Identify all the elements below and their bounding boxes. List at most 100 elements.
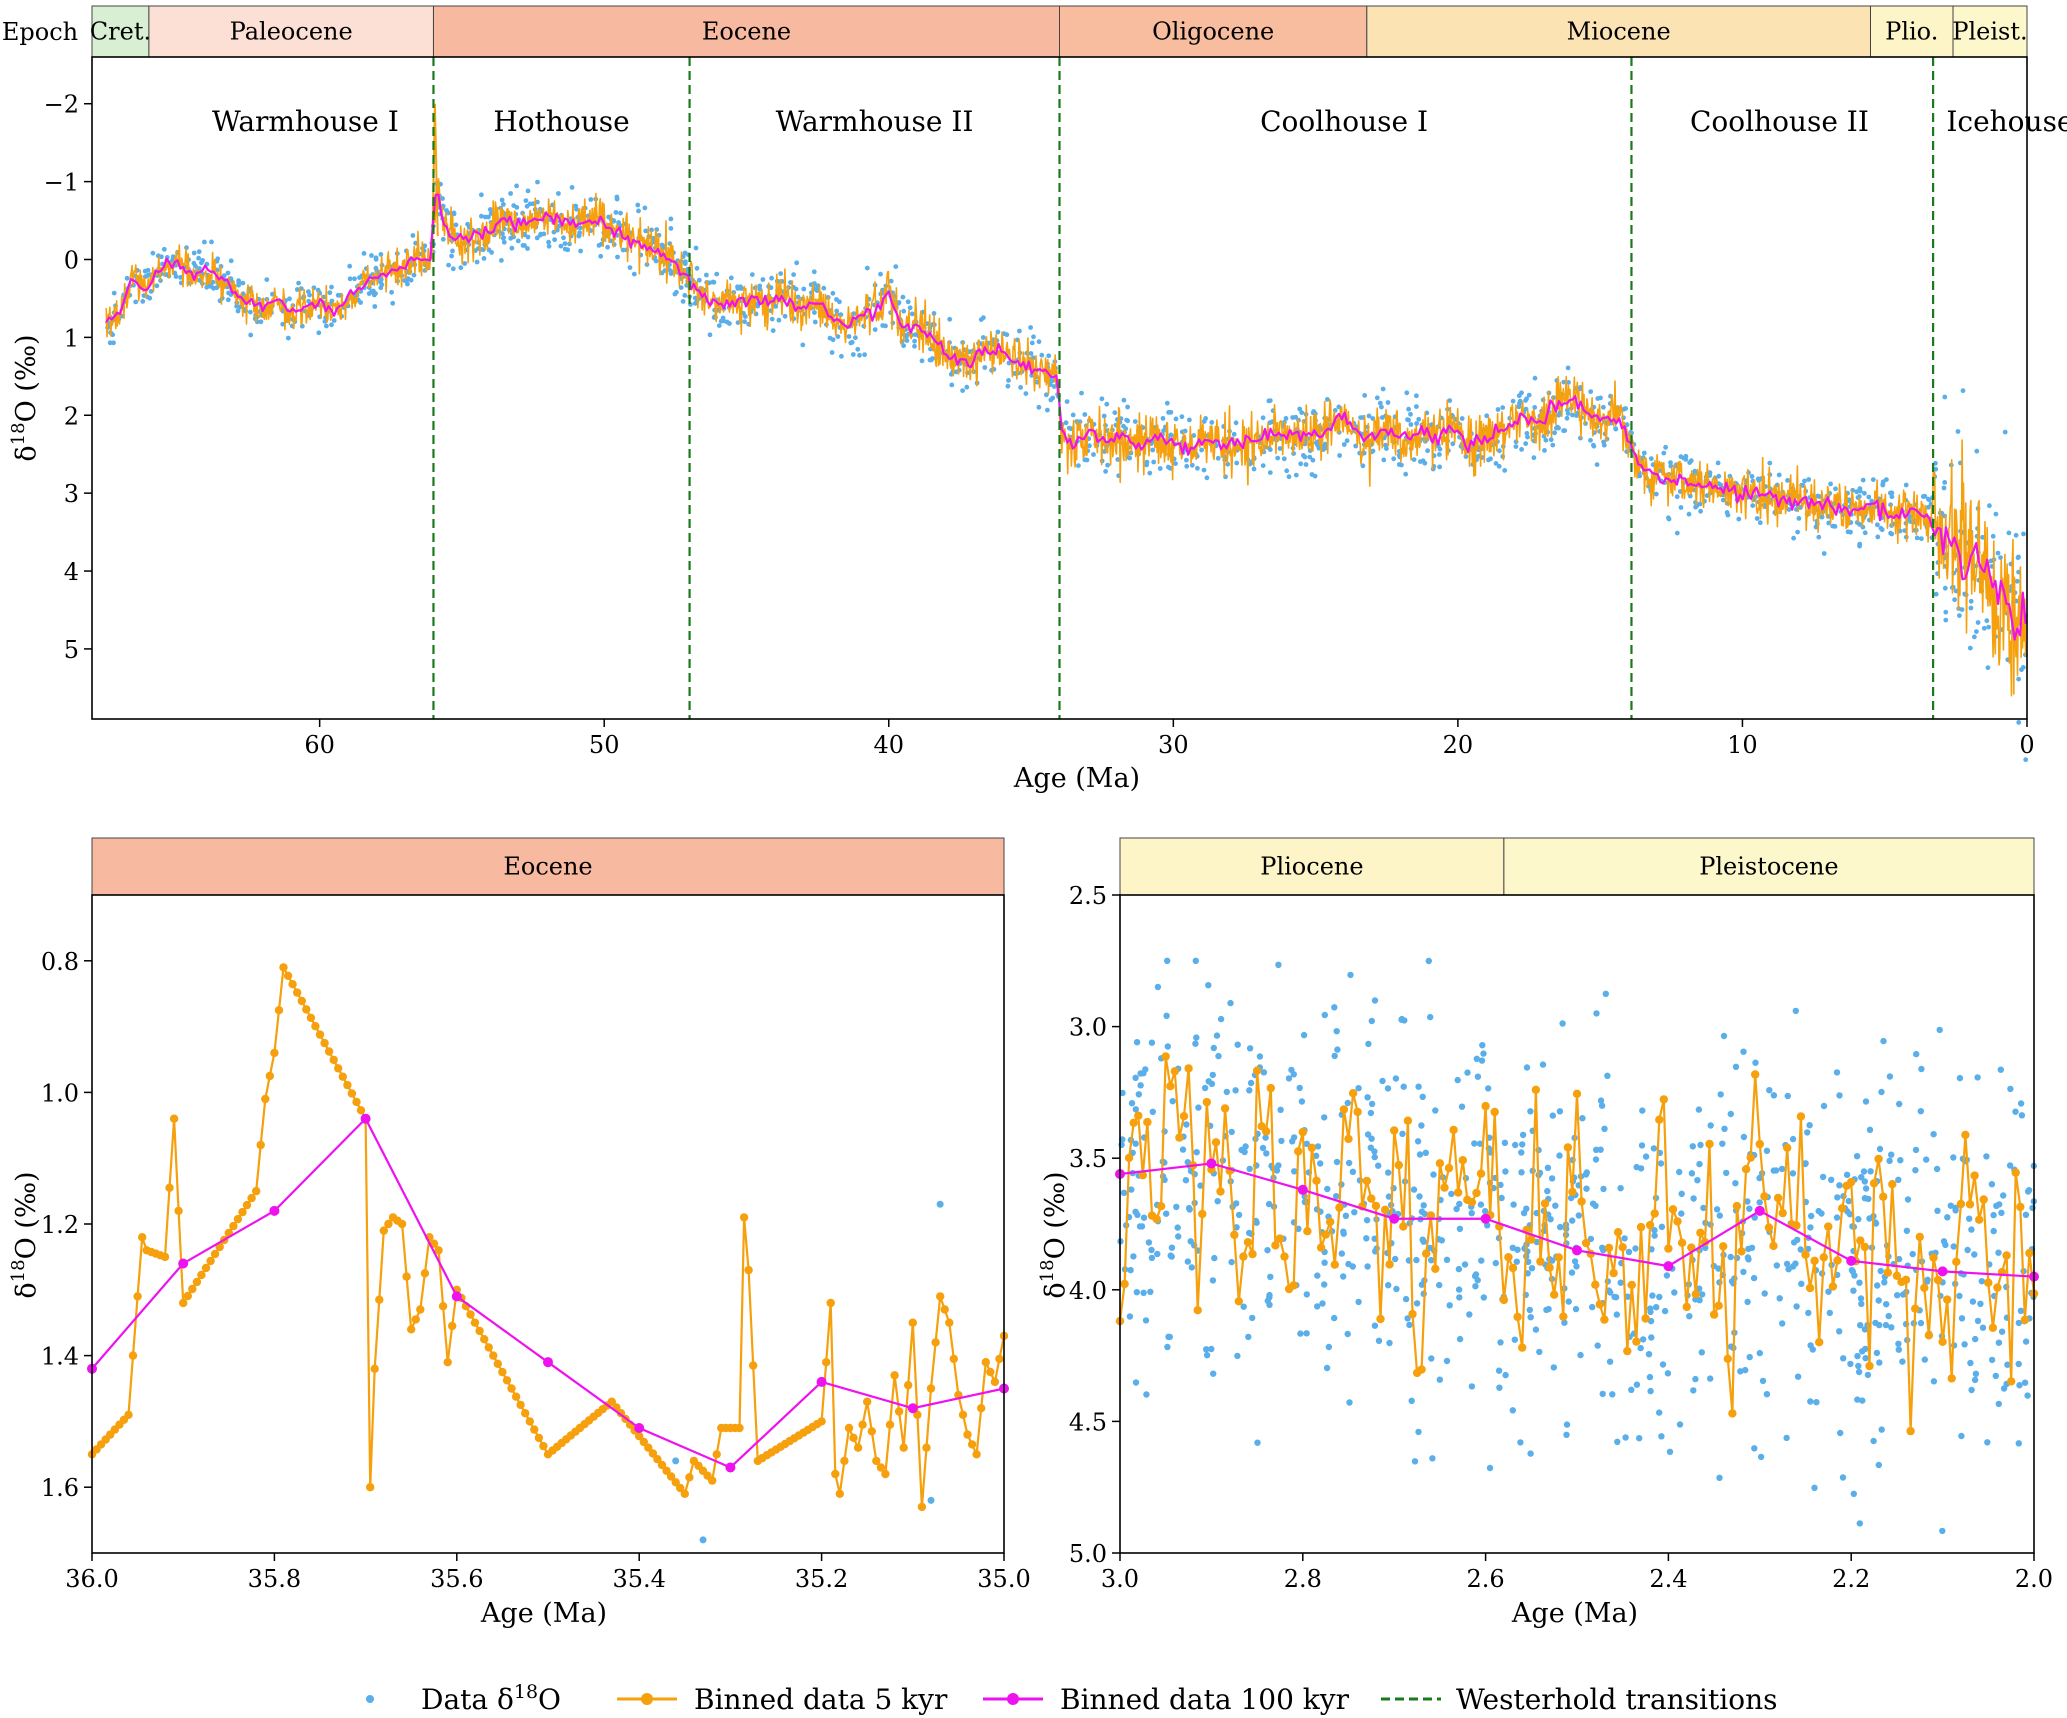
data-point [1381,457,1387,463]
ylabel-base: δ [1040,1282,1071,1298]
data-point [749,272,755,277]
data-point [2006,1162,2014,1169]
data-point [322,319,328,324]
data-point [1299,410,1305,415]
data-point [1148,1039,1156,1046]
binned-5kyr-marker [261,1094,270,1104]
binned-5kyr-marker [881,1469,890,1479]
binned-5kyr-marker [1444,1163,1454,1173]
data-point [1355,1298,1362,1306]
binned-5kyr-marker [1746,1153,1755,1162]
data-point [636,208,641,214]
data-point [1260,415,1266,421]
data-point [1934,1207,1941,1215]
data-point [1924,1276,1931,1284]
data-point [1392,1075,1400,1082]
data-point [1795,529,1800,535]
data-point [1625,1248,1633,1256]
binned-100kyr-line [105,193,2027,641]
data-point [1975,620,1981,625]
data-point [1303,1291,1311,1298]
data-point [1939,1527,1946,1535]
regime-label-3: Coolhouse I [1260,105,1428,138]
binned-5kyr-marker [1499,1295,1509,1305]
data-point [1313,440,1319,446]
data-point [1323,1364,1331,1372]
data-point [1234,1041,1241,1048]
data-point [1497,1339,1504,1346]
binned-5kyr-marker [1476,1169,1486,1178]
data-point [947,316,953,322]
data-point [829,350,835,355]
data-point [1185,1204,1193,1212]
data-point [372,304,378,309]
data-point [1215,1052,1222,1060]
data-point [140,299,146,304]
data-point [1923,1156,1930,1163]
data-point [1543,437,1549,443]
data-point [444,208,449,213]
binned-5kyr-marker [324,1047,334,1056]
legend-label-bin100: Binned data 100 kyr [1060,1683,1350,1716]
data-point [1552,430,1557,436]
binned-5kyr-marker [863,1397,872,1406]
data-point [1246,1165,1253,1173]
binned-5kyr-marker [124,1410,133,1420]
binned-5kyr-marker [1554,1253,1563,1262]
data-point [1404,390,1410,396]
data-point [285,335,291,341]
data-point [1371,1322,1379,1329]
left-xtick-label-5: 35.0 [977,1565,1030,1593]
data-point [1886,1073,1894,1080]
binned-5kyr-marker [343,1080,352,1090]
data-point [1331,1052,1338,1060]
data-point [1436,1376,1444,1383]
binned-5kyr-marker [1828,1282,1838,1291]
binned-5kyr-marker [229,1221,238,1231]
legend-marker-data [366,1695,374,1703]
data-point [1205,1078,1212,1085]
data-point [812,310,817,315]
left-binned-100kyr-line [91,1116,1005,1469]
data-point [1532,375,1538,381]
binned-5kyr-marker [1760,1192,1769,1201]
data-point [1593,1010,1600,1017]
data-point [1930,1378,1938,1385]
binned-5kyr-marker [1161,1052,1170,1061]
binned-5kyr-marker [1696,1228,1705,1238]
data-point [1648,1334,1655,1341]
data-point [1857,543,1862,549]
data-point [1017,328,1022,334]
data-point [1500,405,1506,410]
data-point [358,300,363,305]
data-point [1309,472,1315,477]
data-point [2018,1112,2026,1119]
binned-5kyr-marker [1531,1085,1541,1095]
data-point [1264,1297,1272,1305]
data-point [627,265,633,270]
data-point [830,337,836,343]
data-point [800,342,806,348]
data-point [1464,1069,1471,1076]
binned-5kyr-marker [288,980,297,989]
data-point [1498,1194,1505,1202]
data-point [1875,522,1880,528]
binned-5kyr-marker [1312,1176,1321,1185]
top-epoch-2 [432,5,1060,58]
data-point [1981,625,1987,631]
data-point [1368,1100,1376,1108]
binned-5kyr-marker [1677,1238,1687,1248]
data-point [1715,460,1721,466]
data-point [1854,1352,1861,1360]
data-point [964,384,970,390]
data-point [960,388,965,393]
data-point [1004,332,1010,338]
data-point [258,319,264,325]
data-point [1254,1439,1261,1446]
data-point [1826,1309,1834,1317]
data-point [642,205,648,211]
top-plot-area [105,103,2029,763]
top-epoch-label-0: Cret. [90,18,151,46]
top-xtick-label-2: 40 [873,731,904,759]
